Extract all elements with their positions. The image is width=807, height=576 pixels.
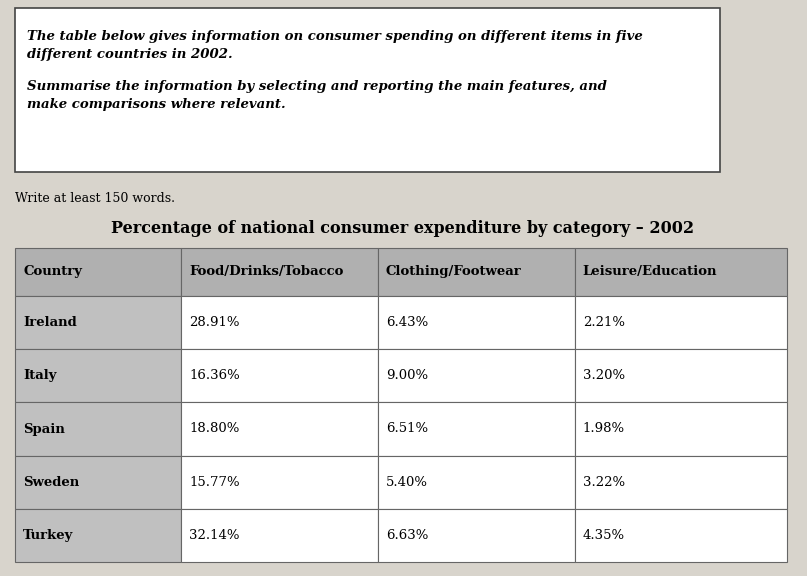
Bar [15, 8, 720, 172]
Bar [15, 456, 181, 509]
Bar [378, 296, 575, 349]
Bar [575, 456, 787, 509]
Bar [575, 349, 787, 403]
Bar [378, 248, 575, 296]
Text: 1.98%: 1.98% [583, 423, 625, 435]
Text: Food/Drinks/Tobacco: Food/Drinks/Tobacco [189, 266, 343, 279]
Text: Percentage of national consumer expenditure by category – 2002: Percentage of national consumer expendit… [111, 220, 695, 237]
Text: 4.35%: 4.35% [583, 529, 625, 542]
Text: 18.80%: 18.80% [189, 423, 240, 435]
Bar [181, 456, 378, 509]
Text: different countries in 2002.: different countries in 2002. [27, 48, 232, 61]
Bar [181, 403, 378, 456]
Bar [15, 509, 181, 562]
Bar [181, 349, 378, 403]
Bar [575, 248, 787, 296]
Bar [378, 456, 575, 509]
Bar [575, 296, 787, 349]
Text: Sweden: Sweden [23, 476, 79, 488]
Text: 16.36%: 16.36% [189, 369, 240, 382]
Text: 32.14%: 32.14% [189, 529, 240, 542]
Bar [15, 403, 181, 456]
Bar [15, 248, 181, 296]
Text: 3.20%: 3.20% [583, 369, 625, 382]
Bar [575, 509, 787, 562]
Text: 15.77%: 15.77% [189, 476, 240, 488]
Text: Turkey: Turkey [23, 529, 73, 542]
Text: make comparisons where relevant.: make comparisons where relevant. [27, 98, 286, 111]
Bar [181, 296, 378, 349]
Text: Write at least 150 words.: Write at least 150 words. [15, 192, 175, 205]
Text: Leisure/Education: Leisure/Education [583, 266, 717, 279]
Text: Ireland: Ireland [23, 316, 77, 329]
Bar [15, 296, 181, 349]
Bar [378, 403, 575, 456]
Bar [181, 509, 378, 562]
Text: Italy: Italy [23, 369, 56, 382]
Text: 6.43%: 6.43% [386, 316, 428, 329]
Text: 2.21%: 2.21% [583, 316, 625, 329]
Bar [15, 349, 181, 403]
Text: Country: Country [23, 266, 82, 279]
Bar [575, 403, 787, 456]
Text: 28.91%: 28.91% [189, 316, 240, 329]
Text: The table below gives information on consumer spending on different items in fiv: The table below gives information on con… [27, 30, 642, 43]
Text: Summarise the information by selecting and reporting the main features, and: Summarise the information by selecting a… [27, 80, 607, 93]
Text: 6.63%: 6.63% [386, 529, 429, 542]
Text: 6.51%: 6.51% [386, 423, 428, 435]
Text: Clothing/Footwear: Clothing/Footwear [386, 266, 521, 279]
Text: 5.40%: 5.40% [386, 476, 428, 488]
Bar [378, 509, 575, 562]
Text: 9.00%: 9.00% [386, 369, 428, 382]
Text: Spain: Spain [23, 423, 65, 435]
Bar [378, 349, 575, 403]
Text: 3.22%: 3.22% [583, 476, 625, 488]
Bar [181, 248, 378, 296]
